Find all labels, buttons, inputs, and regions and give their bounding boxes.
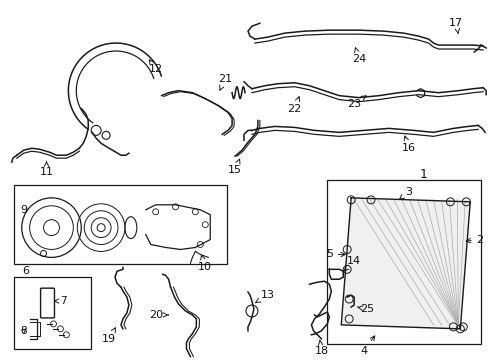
Text: 4: 4 bbox=[360, 336, 374, 356]
Text: 17: 17 bbox=[448, 18, 463, 34]
Text: 14: 14 bbox=[343, 256, 361, 271]
Text: 11: 11 bbox=[40, 161, 53, 177]
Polygon shape bbox=[341, 198, 469, 329]
Bar bbox=[14, 185, 226, 264]
Text: 21: 21 bbox=[218, 74, 232, 90]
Text: 22: 22 bbox=[287, 97, 301, 113]
Text: 16: 16 bbox=[401, 136, 415, 153]
Bar bbox=[14, 277, 91, 349]
Text: 8: 8 bbox=[20, 326, 27, 336]
Text: 10: 10 bbox=[198, 255, 212, 272]
Text: 9: 9 bbox=[20, 205, 27, 215]
Text: 1: 1 bbox=[419, 167, 427, 181]
Text: 24: 24 bbox=[351, 48, 366, 64]
Text: 5: 5 bbox=[325, 249, 345, 260]
Text: 15: 15 bbox=[227, 159, 242, 175]
Text: 19: 19 bbox=[102, 328, 116, 344]
Text: 2: 2 bbox=[465, 234, 483, 244]
Bar bbox=[326, 180, 480, 344]
Text: 12: 12 bbox=[148, 60, 163, 74]
Text: 13: 13 bbox=[255, 290, 274, 303]
Text: 18: 18 bbox=[314, 340, 328, 356]
Text: 25: 25 bbox=[356, 304, 373, 314]
Text: 3: 3 bbox=[399, 187, 411, 199]
Text: 6: 6 bbox=[22, 266, 29, 276]
Text: 7: 7 bbox=[54, 296, 66, 306]
Text: 23: 23 bbox=[346, 95, 366, 109]
Text: 20: 20 bbox=[148, 310, 168, 320]
